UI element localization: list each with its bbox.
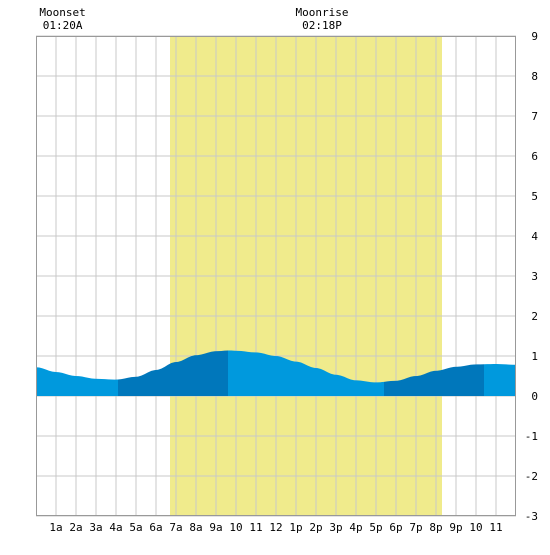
y-tick-label: -1	[525, 430, 538, 443]
x-tick-label: 8a	[189, 521, 202, 534]
y-tick-label: 2	[531, 310, 538, 323]
moonset-label: Moonset	[39, 6, 85, 19]
x-tick-label: 7p	[409, 521, 422, 534]
y-tick-label: 8	[531, 70, 538, 83]
x-tick-label: 2p	[309, 521, 322, 534]
y-tick-label: -2	[525, 470, 538, 483]
tide-band-dark	[118, 350, 228, 396]
y-tick-label: 7	[531, 110, 538, 123]
x-tick-label: 10	[229, 521, 242, 534]
x-tick-label: 2a	[69, 521, 82, 534]
x-tick-label: 9p	[449, 521, 462, 534]
y-tick-label: -3	[525, 510, 538, 523]
x-tick-label: 8p	[429, 521, 442, 534]
moonrise-time: 02:18P	[302, 19, 342, 32]
moonrise-label: Moonrise	[296, 6, 349, 19]
y-axis-labels: 9 8 7 6 5 4 3 2 1 0 -1 -2 -3	[525, 30, 539, 523]
plot-border	[36, 36, 516, 516]
x-tick-label: 1a	[49, 521, 62, 534]
x-tick-label: 11	[489, 521, 502, 534]
x-tick-label: 4a	[109, 521, 122, 534]
x-tick-label: 1p	[289, 521, 302, 534]
x-tick-label: 4p	[349, 521, 362, 534]
x-tick-label: 5a	[129, 521, 142, 534]
y-tick-label: 1	[531, 350, 538, 363]
x-tick-label: 6p	[389, 521, 402, 534]
y-tick-label: 4	[531, 230, 538, 243]
x-tick-label: 11	[249, 521, 262, 534]
tide-band-light	[228, 350, 384, 396]
x-tick-label: 9a	[209, 521, 222, 534]
tide-band-light	[484, 364, 516, 396]
y-tick-label: 5	[531, 190, 538, 203]
x-tick-label: 3a	[89, 521, 102, 534]
x-tick-label: 6a	[149, 521, 162, 534]
tide-area	[36, 350, 516, 396]
tide-band-light	[36, 367, 118, 396]
x-tick-label: 10	[469, 521, 482, 534]
x-tick-label: 12	[269, 521, 282, 534]
tide-band-dark	[384, 364, 484, 396]
x-axis-labels: 1a 2a 3a 4a 5a 6a 7a 8a 9a 10 11 12 1p 2p 3p 4p 5p 6p 7p 8p…	[49, 521, 502, 534]
y-tick-label: 6	[531, 150, 538, 163]
y-tick-label: 9	[531, 30, 538, 43]
y-tick-label: 3	[531, 270, 538, 283]
x-tick-label: 5p	[369, 521, 382, 534]
moonset-time: 01:20A	[43, 19, 83, 32]
x-tick-label: 7a	[169, 521, 182, 534]
x-tick-label: 3p	[329, 521, 342, 534]
y-tick-label: 0	[531, 390, 538, 403]
